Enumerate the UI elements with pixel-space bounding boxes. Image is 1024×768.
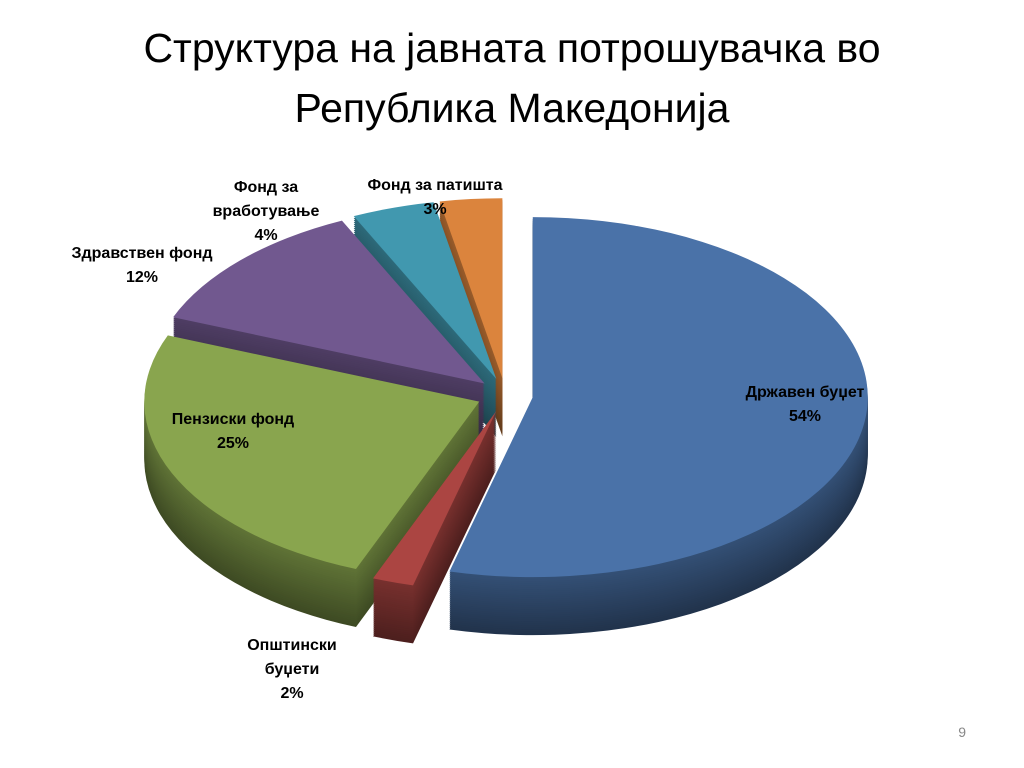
category-label: Државен буџет — [745, 384, 865, 401]
pie-slice — [353, 202, 497, 380]
data-label: Фонд за патишта 3% — [345, 174, 525, 222]
pie-slice — [373, 410, 497, 586]
data-label: Пензиски фонд 25% — [148, 408, 318, 456]
value-label: 3% — [423, 201, 447, 218]
category-label: Здравствен фонд — [71, 245, 213, 262]
data-label: Општински буџети 2% — [227, 634, 357, 706]
value-label: 12% — [125, 269, 159, 286]
chart-title: Структура на јавната потрошувачка во Реп… — [143, 25, 881, 131]
pie-slice — [173, 220, 485, 384]
category-label: Фонд за вработување — [212, 179, 320, 220]
data-label: Здравствен фонд 12% — [52, 242, 232, 290]
data-label: Фонд за вработување 4% — [196, 176, 336, 248]
category-label: Општински буџети — [247, 637, 337, 678]
page-number: 9 — [958, 724, 966, 740]
value-label: 54% — [788, 408, 822, 425]
pie-slice — [449, 217, 868, 578]
pie-slice — [144, 335, 480, 570]
value-label: 25% — [216, 435, 250, 452]
value-label: 4% — [254, 227, 278, 244]
category-label: Пензиски фонд — [171, 411, 295, 428]
value-label: 2% — [280, 685, 304, 702]
pie-slice — [439, 198, 503, 379]
data-label: Државен буџет 54% — [710, 381, 900, 429]
category-label: Фонд за патишта — [367, 177, 503, 194]
